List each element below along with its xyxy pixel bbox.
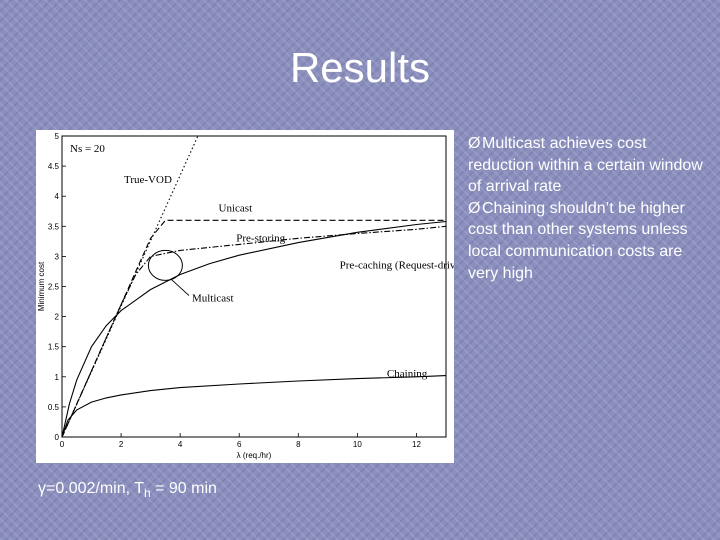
arrow-bullet-icon: Ø [468,135,481,152]
y-tick-label: 3 [55,252,60,261]
caption-rest: = 90 min [150,480,217,497]
series-label: True-VOD [124,174,172,186]
x-tick-label: 10 [353,440,362,449]
y-tick-label: 2.5 [48,283,60,292]
cost-chart: 0 2 4 6 8 10 12 0 0.5 1 1.5 2 2.5 3 3.5 4 4.5 5 λ (req./hr… [37,132,454,460]
x-tick-label: 2 [119,440,124,449]
multicast-highlight-circle [147,249,183,281]
bullet-list: ØMulticast achieves cost reduction withi… [468,133,708,284]
y-tick-label: 0.5 [48,403,60,412]
caption-subscript: h [143,486,151,501]
x-tick-label: 4 [178,440,183,449]
ns-annotation: Ns = 20 [70,143,105,155]
series-label: Unicast [219,202,253,214]
parameter-caption: γ=0.002/min, Th = 90 min [38,480,217,500]
x-axis-label: λ (req./hr) [237,451,272,460]
bullet-text-2: Chaining shouldn’t be higher cost than o… [468,199,688,282]
arrow-bullet-icon: Ø [468,199,481,217]
caption-gamma: γ=0.002/min, T [38,480,144,497]
series-line-pre-storing [62,225,446,437]
y-tick-label: 4.5 [48,162,60,171]
y-tick-label: 4 [55,192,60,201]
series-label: Chaining [387,368,428,380]
y-tick-label: 3.5 [48,222,60,231]
x-tick-label: 6 [237,440,242,449]
y-tick-label: 0 [55,433,60,442]
x-tick-label: 8 [296,440,301,449]
x-tick-label: 12 [412,440,421,449]
series-label: Multicast [192,293,234,305]
y-tick-label: 1 [55,373,60,382]
series-label: Pre-caching (Request-driven) [340,259,454,271]
y-tick-label: 5 [55,132,60,141]
multicast-leader-line [171,279,190,296]
series-line-chaining [62,375,446,437]
y-tick-label: 2 [55,313,60,322]
slide-title: Results [289,44,431,91]
y-axis-label: Minimum cost [37,261,46,311]
chart-figure: 0 2 4 6 8 10 12 0 0.5 1 1.5 2 2.5 3 3.5 4 4.5 5 λ (req./hr… [36,130,454,463]
series-line-pre-caching-request-driven [62,220,446,437]
series-line-unicast [62,219,446,437]
x-tick-label: 0 [60,440,65,449]
bullet-item-2: ØChaining shouldn’t be higher cost than … [468,198,708,284]
bullet-item-1: ØMulticast achieves cost reduction withi… [468,133,708,198]
series-label: Pre-storing [236,232,285,244]
plot-frame [61,135,447,438]
y-tick-label: 1.5 [48,343,60,352]
bullet-text-1: Multicast achieves cost reduction within… [468,135,703,196]
